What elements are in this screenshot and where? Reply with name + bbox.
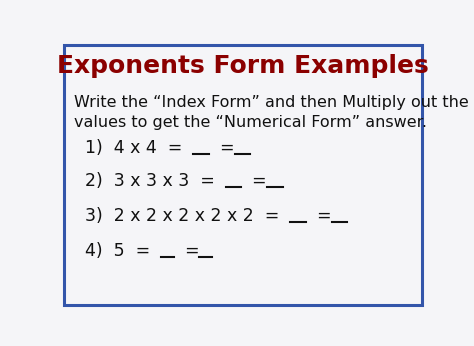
Text: 1)  4 x 4  =: 1) 4 x 4 =	[85, 139, 193, 157]
Text: 4)  5  =: 4) 5 =	[85, 242, 161, 260]
Text: values to get the “Numerical Form” answer.: values to get the “Numerical Form” answe…	[74, 115, 427, 130]
Text: =: =	[173, 242, 200, 260]
Text: =: =	[241, 172, 267, 190]
Text: 3)  2 x 2 x 2 x 2 x 2  =: 3) 2 x 2 x 2 x 2 x 2 =	[85, 207, 291, 225]
Text: =: =	[306, 207, 332, 225]
Text: Write the “Index Form” and then Multiply out the: Write the “Index Form” and then Multiply…	[74, 95, 469, 110]
Text: =: =	[209, 139, 235, 157]
FancyBboxPatch shape	[64, 45, 422, 305]
Text: Exponents Form Examples: Exponents Form Examples	[57, 54, 429, 78]
Text: 2)  3 x 3 x 3  =: 2) 3 x 3 x 3 =	[85, 172, 226, 190]
